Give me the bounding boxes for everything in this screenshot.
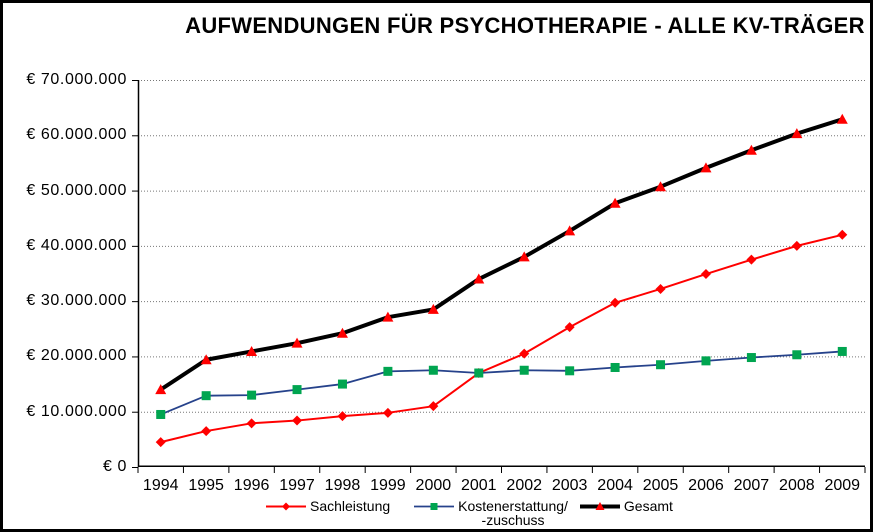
legend-line-square-icon bbox=[414, 503, 455, 510]
series-line-kostenerstattung-zuschuss bbox=[160, 350, 843, 416]
chart-title: AUFWENDUNGEN FÜR PSYCHOTHERAPIE - ALLE K… bbox=[185, 13, 865, 38]
marker-triangle-icon bbox=[791, 128, 803, 139]
marker-triangle-icon bbox=[155, 384, 167, 395]
marker-square-icon bbox=[565, 366, 575, 376]
marker-square-icon bbox=[428, 365, 438, 375]
marker-triangle-icon bbox=[246, 345, 258, 356]
legend-item-kostenerstattung: Kostenerstattung/ -zuschuss bbox=[414, 499, 568, 527]
y-axis-tick-label: € 30.000.000 bbox=[26, 292, 127, 310]
marker-diamond-icon bbox=[610, 297, 621, 308]
marker-diamond-icon bbox=[746, 254, 757, 265]
y-axis-tick-label: € 40.000.000 bbox=[26, 236, 127, 254]
marker-diamond-icon bbox=[837, 229, 848, 240]
x-axis-tick-label: 1999 bbox=[370, 477, 406, 494]
marker-diamond-icon bbox=[700, 269, 711, 280]
marker-square-icon bbox=[247, 390, 257, 400]
marker-triangle-icon bbox=[427, 303, 439, 314]
marker-triangle-icon bbox=[291, 337, 303, 348]
marker-square-icon bbox=[201, 391, 211, 401]
marker-square-icon bbox=[337, 379, 347, 389]
marker-diamond-icon bbox=[201, 426, 212, 437]
marker-triangle-icon bbox=[518, 251, 530, 262]
marker-square-icon bbox=[519, 365, 529, 375]
marker-diamond-icon bbox=[564, 322, 575, 333]
x-axis-tick-label: 2001 bbox=[460, 477, 497, 494]
marker-diamond-icon bbox=[791, 240, 802, 251]
marker-diamond-icon bbox=[428, 401, 439, 412]
plot-area bbox=[132, 80, 866, 473]
legend-line-triangle-icon bbox=[579, 502, 620, 510]
x-axis-tick-label: 2006 bbox=[688, 477, 724, 494]
y-axis-tick-label: € 60.000.000 bbox=[26, 126, 127, 144]
marker-triangle-icon bbox=[609, 197, 621, 208]
marker-diamond-icon bbox=[519, 348, 530, 359]
y-axis-tick-label: € 50.000.000 bbox=[26, 181, 127, 199]
marker-square-icon bbox=[292, 385, 302, 395]
marker-triangle-icon bbox=[745, 144, 757, 155]
x-axis-tick-label: 1995 bbox=[188, 477, 224, 494]
x-axis-tick-label: 1996 bbox=[233, 477, 270, 494]
marker-triangle-icon bbox=[473, 273, 485, 284]
marker-square-icon bbox=[156, 409, 166, 419]
legend-line-diamond-icon bbox=[266, 502, 306, 511]
marker-square-icon bbox=[701, 356, 711, 366]
marker-triangle-icon bbox=[836, 113, 848, 124]
y-axis-tick-label: € 20.000.000 bbox=[26, 347, 127, 365]
legend-item-sachleistung: Sachleistung bbox=[266, 499, 390, 513]
marker-square-icon bbox=[656, 360, 666, 370]
marker-diamond-icon bbox=[246, 418, 257, 429]
x-axis-tick-label: 2003 bbox=[551, 477, 588, 494]
x-axis-tick-label: 2007 bbox=[733, 477, 770, 494]
marker-diamond-icon bbox=[282, 502, 290, 511]
series-line-gesamt bbox=[159, 117, 843, 392]
x-axis-tick-label: 2009 bbox=[824, 477, 861, 494]
marker-diamond-icon bbox=[655, 283, 666, 294]
marker-square-icon bbox=[383, 366, 393, 376]
marker-square-icon bbox=[746, 353, 756, 363]
x-axis-tick-label: 1998 bbox=[324, 477, 361, 494]
marker-square-icon bbox=[610, 362, 620, 372]
x-axis-tick-label: 2008 bbox=[779, 477, 815, 494]
x-axis-tick-label: 1994 bbox=[142, 477, 179, 494]
legend-label-kostenerstattung: Kostenerstattung/ -zuschuss bbox=[458, 498, 568, 528]
marker-square-icon bbox=[837, 346, 847, 356]
legend-label-gesamt: Gesamt bbox=[623, 498, 673, 514]
marker-diamond-icon bbox=[382, 407, 393, 418]
marker-triangle-icon bbox=[655, 181, 667, 192]
marker-triangle-icon bbox=[564, 225, 576, 236]
marker-diamond-icon bbox=[155, 437, 166, 448]
series-line-sachleistung bbox=[160, 233, 843, 444]
legend-item-gesamt: Gesamt bbox=[579, 498, 673, 514]
marker-diamond-icon bbox=[337, 411, 348, 422]
x-axis-tick-label: 2002 bbox=[506, 477, 543, 494]
y-axis-tick-label: € 10.000.000 bbox=[26, 402, 127, 420]
marker-triangle-icon bbox=[382, 311, 394, 322]
marker-triangle-icon bbox=[336, 327, 348, 338]
marker-square-icon bbox=[792, 350, 802, 360]
y-axis-tick-label: € 70.000.000 bbox=[26, 71, 127, 88]
x-axis-tick-label: 2004 bbox=[597, 477, 633, 494]
marker-triangle-icon bbox=[700, 162, 712, 173]
marker-triangle-icon bbox=[595, 502, 605, 510]
y-axis-tick-label: € 0 bbox=[102, 458, 127, 475]
marker-diamond-icon bbox=[292, 415, 303, 426]
legend-label-sachleistung: Sachleistung bbox=[310, 498, 391, 514]
marker-triangle-icon bbox=[200, 354, 212, 365]
marker-square-icon bbox=[474, 368, 484, 378]
x-axis-tick-label: 2005 bbox=[642, 477, 679, 494]
x-axis-tick-label: 2000 bbox=[415, 477, 452, 494]
legend: Sachleistung Kostenerstattung/ -zuschuss… bbox=[266, 499, 673, 527]
marker-square-icon bbox=[430, 503, 438, 510]
x-axis-tick-label: 1997 bbox=[279, 477, 315, 494]
